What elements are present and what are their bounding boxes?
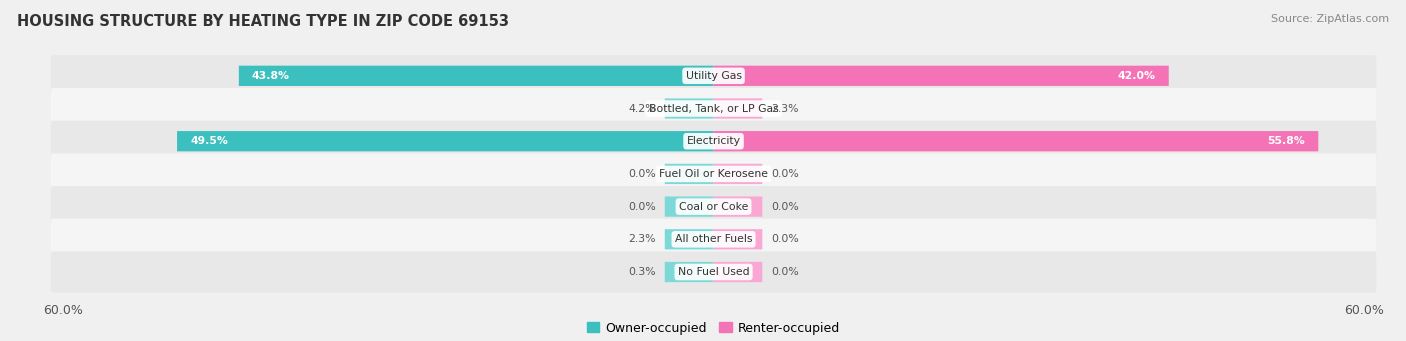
Text: 0.0%: 0.0% — [770, 234, 799, 244]
Text: No Fuel Used: No Fuel Used — [678, 267, 749, 277]
FancyBboxPatch shape — [665, 98, 713, 119]
Text: 49.5%: 49.5% — [190, 136, 228, 146]
Text: 0.0%: 0.0% — [770, 267, 799, 277]
Text: 55.8%: 55.8% — [1268, 136, 1305, 146]
Legend: Owner-occupied, Renter-occupied: Owner-occupied, Renter-occupied — [582, 316, 845, 340]
FancyBboxPatch shape — [51, 55, 1376, 97]
Text: 0.0%: 0.0% — [770, 169, 799, 179]
Text: Coal or Coke: Coal or Coke — [679, 202, 748, 212]
FancyBboxPatch shape — [713, 164, 762, 184]
FancyBboxPatch shape — [713, 262, 762, 282]
FancyBboxPatch shape — [665, 164, 713, 184]
Text: HOUSING STRUCTURE BY HEATING TYPE IN ZIP CODE 69153: HOUSING STRUCTURE BY HEATING TYPE IN ZIP… — [17, 14, 509, 29]
Text: 0.0%: 0.0% — [628, 169, 657, 179]
Text: Electricity: Electricity — [686, 136, 741, 146]
FancyBboxPatch shape — [665, 262, 713, 282]
FancyBboxPatch shape — [713, 66, 1168, 86]
FancyBboxPatch shape — [51, 219, 1376, 260]
Text: 43.8%: 43.8% — [252, 71, 290, 81]
FancyBboxPatch shape — [51, 153, 1376, 194]
FancyBboxPatch shape — [713, 98, 762, 119]
Text: 42.0%: 42.0% — [1118, 71, 1156, 81]
FancyBboxPatch shape — [665, 196, 713, 217]
FancyBboxPatch shape — [713, 196, 762, 217]
Text: 2.3%: 2.3% — [770, 104, 799, 114]
Text: Source: ZipAtlas.com: Source: ZipAtlas.com — [1271, 14, 1389, 24]
Text: 0.0%: 0.0% — [628, 202, 657, 212]
Text: 0.0%: 0.0% — [770, 202, 799, 212]
FancyBboxPatch shape — [713, 131, 1319, 151]
Text: 0.3%: 0.3% — [628, 267, 657, 277]
Text: Fuel Oil or Kerosene: Fuel Oil or Kerosene — [659, 169, 768, 179]
Text: 2.3%: 2.3% — [628, 234, 657, 244]
Text: Utility Gas: Utility Gas — [686, 71, 741, 81]
FancyBboxPatch shape — [665, 229, 713, 250]
FancyBboxPatch shape — [239, 66, 713, 86]
FancyBboxPatch shape — [51, 88, 1376, 129]
Text: 4.2%: 4.2% — [628, 104, 657, 114]
Text: All other Fuels: All other Fuels — [675, 234, 752, 244]
FancyBboxPatch shape — [713, 229, 762, 250]
Text: Bottled, Tank, or LP Gas: Bottled, Tank, or LP Gas — [648, 104, 779, 114]
FancyBboxPatch shape — [177, 131, 713, 151]
FancyBboxPatch shape — [51, 251, 1376, 293]
FancyBboxPatch shape — [51, 186, 1376, 227]
FancyBboxPatch shape — [51, 121, 1376, 162]
